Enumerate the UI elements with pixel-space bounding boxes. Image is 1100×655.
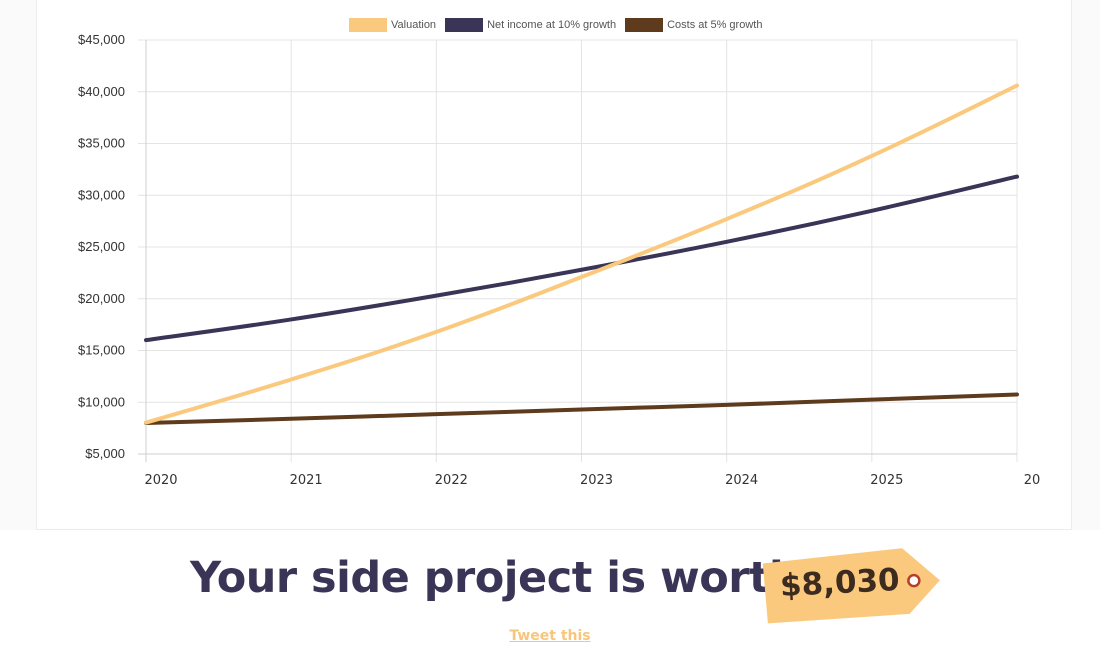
price-value: $8,030	[779, 561, 901, 605]
series-line-valuation	[144, 83, 1019, 425]
chart-series	[144, 83, 1019, 425]
legend-item-net-income[interactable]: Net income at 10% growth	[445, 18, 616, 32]
legend-swatch-net-income	[445, 18, 484, 32]
chart-legend: Valuation Net income at 10% growth Costs…	[349, 18, 771, 32]
price-tag-icon	[762, 548, 940, 624]
x-axis: 2020 2021 2022 2023 2024 2025 20	[144, 473, 1040, 488]
x-tick-label: 2021	[290, 473, 323, 488]
tweet-link[interactable]: Tweet this	[509, 628, 591, 644]
y-tick-label: $25,000	[78, 239, 125, 254]
series-line-costs-at-5-growth	[144, 392, 1019, 425]
x-tick-label: 2024	[725, 473, 758, 488]
y-tick-label: $40,000	[78, 84, 125, 99]
y-tick-label: $10,000	[78, 394, 125, 409]
legend-label: Costs at 5% growth	[667, 19, 763, 31]
chart-card	[36, 0, 1072, 530]
valuation-line-chart: $5,000 $10,000 $15,000 $20,000 $25,000 $30,00…	[78, 32, 1040, 488]
legend-swatch-valuation	[349, 18, 387, 32]
legend-item-costs[interactable]: Costs at 5% growth	[625, 18, 762, 32]
legend-swatch-costs	[625, 18, 664, 32]
y-tick-label: $5,000	[85, 446, 125, 461]
x-tick-label: 20	[1024, 473, 1041, 488]
y-axis: $5,000 $10,000 $15,000 $20,000 $25,000 $30,00…	[78, 32, 125, 461]
legend-label: Valuation	[391, 19, 437, 31]
x-tick-label: 2025	[870, 473, 903, 488]
chart-grid	[138, 39, 1018, 462]
y-tick-label: $35,000	[78, 136, 125, 151]
y-tick-label: $45,000	[78, 32, 125, 47]
legend-item-valuation[interactable]: Valuation	[349, 18, 436, 32]
series-line-net-income-at-10-growth	[144, 174, 1019, 343]
y-tick-label: $20,000	[78, 291, 125, 306]
y-tick-label: $30,000	[78, 187, 125, 202]
x-tick-label: 2022	[435, 473, 468, 488]
legend-label: Net income at 10% growth	[487, 19, 617, 31]
x-tick-label: 2020	[144, 473, 177, 488]
x-tick-label: 2023	[580, 473, 613, 488]
price-tag: $8,030	[760, 545, 945, 630]
y-tick-label: $15,000	[78, 343, 125, 358]
result-section: Your side project is worth $8,030	[0, 545, 1100, 625]
result-headline: Your side project is worth	[190, 553, 800, 603]
